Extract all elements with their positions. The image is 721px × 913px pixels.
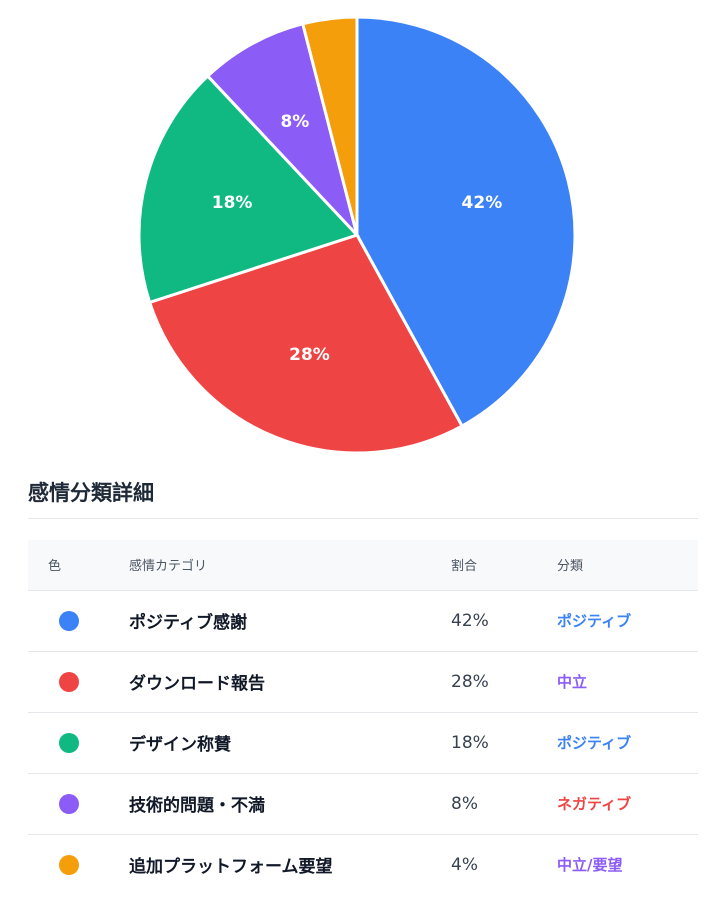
sentiment-pie-chart: 42% 28% 18% 8%	[137, 15, 577, 455]
ratio-value: 18%	[451, 732, 489, 753]
header-classification: 分類	[557, 540, 698, 591]
category-name: 技術的問題・不満	[129, 796, 265, 816]
table-row: ダウンロード報告 28% 中立	[28, 651, 698, 713]
header-ratio: 割合	[451, 540, 557, 591]
category-name: ポジティブ感謝	[129, 613, 247, 633]
table-row: 技術的問題・不満 8% ネガティブ	[28, 773, 698, 835]
table-row: デザイン称賛 18% ポジティブ	[28, 712, 698, 774]
pie-slice-1	[355, 15, 577, 429]
table-row: 追加プラットフォーム要望 4% 中立/要望	[28, 834, 698, 895]
pie-slice-label-1: 42%	[462, 193, 503, 213]
classification-label: ポジティブ	[557, 734, 632, 752]
table-row: ポジティブ感謝 42% ポジティブ	[28, 590, 698, 652]
color-swatch	[59, 610, 79, 631]
color-swatch	[59, 854, 79, 875]
header-category: 感情カテゴリ	[129, 540, 451, 591]
color-swatch	[59, 793, 79, 814]
category-name: ダウンロード報告	[129, 674, 265, 694]
section-title: 感情分類詳細	[28, 470, 698, 519]
ratio-value: 4%	[451, 854, 478, 875]
sentiment-detail-section: 感情分類詳細 色 感情カテゴリ 割合 分類 ポジティブ感謝 42% ポジティブ …	[28, 470, 698, 895]
color-swatch	[59, 732, 79, 753]
pie-slice-3	[137, 73, 360, 305]
ratio-value: 8%	[451, 793, 478, 814]
pie-slice-label-3: 18%	[212, 193, 253, 213]
pie-slice-2	[147, 233, 465, 455]
pie-slice-label-4: 8%	[280, 112, 309, 132]
classification-label: 中立/要望	[557, 856, 623, 875]
ratio-value: 28%	[451, 671, 489, 692]
table-header-row: 色 感情カテゴリ 割合 分類	[28, 540, 698, 591]
category-name: 追加プラットフォーム要望	[129, 857, 333, 878]
ratio-value: 42%	[451, 610, 489, 631]
pie-slice-4	[205, 22, 359, 237]
sentiment-table: 色 感情カテゴリ 割合 分類 ポジティブ感謝 42% ポジティブ ダウンロード報…	[28, 540, 698, 895]
category-name: デザイン称賛	[129, 735, 231, 755]
classification-label: 中立	[557, 673, 588, 691]
pie-slice-label-2: 28%	[289, 345, 330, 365]
classification-label: ポジティブ	[557, 612, 632, 630]
color-swatch	[59, 671, 79, 692]
pie-slice-5	[300, 15, 359, 236]
classification-label: ネガティブ	[557, 795, 632, 813]
header-color: 色	[28, 540, 129, 591]
